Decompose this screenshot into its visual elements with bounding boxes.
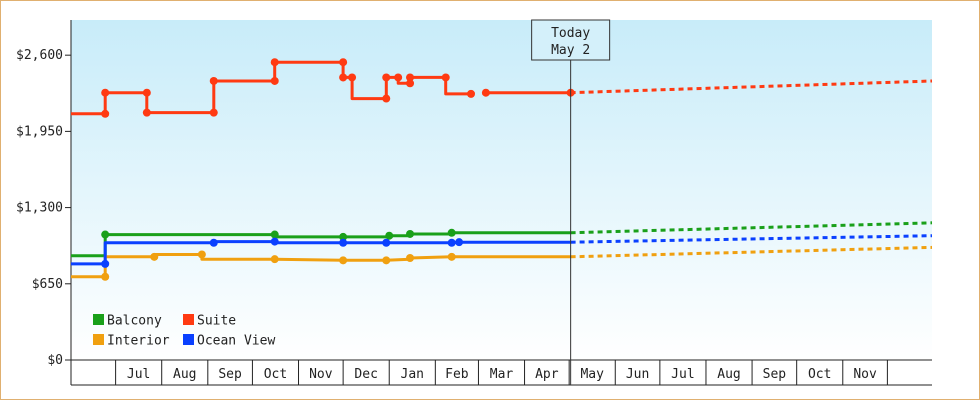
ocean-view-forecast-line <box>570 234 933 244</box>
interior-point <box>406 254 415 262</box>
suite-point <box>441 73 450 82</box>
suite-forecast-line <box>570 79 933 95</box>
suite-point <box>339 58 348 67</box>
ocean-view-point <box>447 238 456 247</box>
ocean-view-point <box>339 238 348 247</box>
balcony-point <box>447 228 456 237</box>
y-tick-label: $2,600 <box>16 48 63 63</box>
x-tick-label: Oct <box>264 367 287 382</box>
axes: $0 $650 $1,300 $1,950 $2,600 Jul Aug Sep Oct Nov D… <box>16 20 932 386</box>
balcony-point <box>101 230 110 239</box>
today-date: May 2 <box>551 43 590 58</box>
x-tick-label: Sep <box>763 367 787 382</box>
suite-point <box>339 73 348 82</box>
x-tick-label: Sep <box>218 367 242 382</box>
today-label: Today <box>551 26 590 41</box>
suite-point <box>142 88 151 97</box>
x-tick-label: May <box>580 367 604 382</box>
x-tick-label: Dec <box>354 367 377 382</box>
suite-point <box>142 108 151 117</box>
suite-point <box>270 76 279 85</box>
x-tick-label: Nov <box>309 367 333 382</box>
series-layer <box>71 58 933 281</box>
x-tick-label: Aug <box>173 367 196 382</box>
balcony-point <box>270 230 279 239</box>
balcony-point <box>385 231 394 240</box>
interior-point <box>150 252 159 261</box>
suite-point <box>382 94 391 103</box>
y-tick-label: $1,300 <box>16 201 63 216</box>
suite-point <box>467 89 476 98</box>
suite-point <box>209 76 218 85</box>
legend-label-interior: Interior <box>107 334 170 349</box>
suite-point <box>406 79 415 88</box>
interior-point <box>101 272 110 281</box>
ocean-view-point <box>455 238 464 247</box>
x-tick-label: Feb <box>445 367 469 382</box>
today-marker: Today May 2 <box>531 19 611 385</box>
ocean-view-point <box>209 238 218 247</box>
x-tick-label: Jun <box>626 367 649 382</box>
interior-point <box>197 250 206 259</box>
x-tick-label: Jul <box>671 367 694 382</box>
suite-point <box>406 73 415 82</box>
suite-point <box>101 109 110 118</box>
x-tick-label: Jan <box>401 367 424 382</box>
suite-point <box>209 108 218 117</box>
legend-swatch-suite <box>183 314 194 325</box>
balcony-point <box>406 229 415 238</box>
y-tick-label: $0 <box>47 353 63 368</box>
suite-point <box>348 73 357 82</box>
legend: Balcony Suite Interior Ocean View <box>93 314 275 349</box>
y-tick-label: $1,950 <box>16 124 63 139</box>
interior-point <box>382 256 391 265</box>
ocean-view-point <box>270 237 279 246</box>
today-box <box>531 19 611 61</box>
x-tick-label: Jul <box>127 367 150 382</box>
x-tick-label: Nov <box>853 367 877 382</box>
suite-point <box>382 73 391 82</box>
plot-area <box>71 20 932 360</box>
interior-point <box>270 255 279 264</box>
suite-point <box>481 88 490 97</box>
legend-label-suite: Suite <box>197 314 236 329</box>
x-tick-label: Oct <box>808 367 831 382</box>
balcony-point <box>339 232 348 241</box>
legend-swatch-ocean-view <box>183 334 194 345</box>
x-tick-label: Aug <box>717 367 740 382</box>
interior-forecast-line <box>570 245 933 259</box>
legend-label-ocean-view: Ocean View <box>197 334 275 349</box>
suite-point <box>101 88 110 97</box>
interior-point <box>339 256 348 265</box>
balcony-forecast-line <box>570 221 933 235</box>
y-tick-label: $650 <box>32 277 63 292</box>
interior-point <box>447 252 456 261</box>
legend-label-balcony: Balcony <box>107 314 162 329</box>
legend-swatch-interior <box>93 334 104 345</box>
ocean-view-point <box>101 259 110 268</box>
x-tick-label: Apr <box>535 367 559 382</box>
x-tick-label: Mar <box>490 367 514 382</box>
legend-swatch-balcony <box>93 314 104 325</box>
suite-point <box>394 73 403 82</box>
ocean-view-point <box>382 238 391 247</box>
suite-point <box>270 58 279 67</box>
